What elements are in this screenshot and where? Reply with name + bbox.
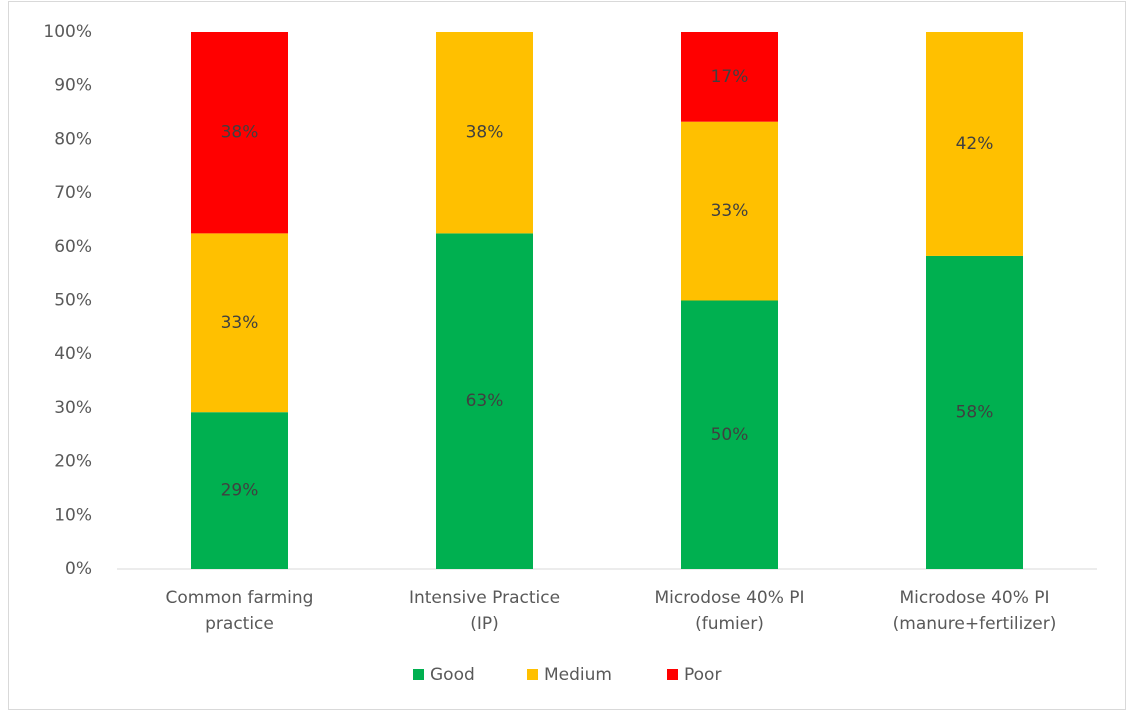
bar-segment (681, 32, 778, 122)
legend-swatch (413, 669, 424, 680)
y-tick-label: 50% (54, 291, 92, 311)
legend-swatch (667, 669, 678, 680)
y-tick-label: 90% (54, 76, 92, 96)
y-tick-label: 30% (54, 398, 92, 418)
bar-segment (191, 233, 288, 413)
legend-label: Medium (544, 665, 612, 685)
x-tick-line: (IP) (470, 614, 499, 634)
y-tick-label: 40% (54, 344, 92, 364)
x-tick-label: Common farming practice (166, 588, 314, 634)
x-tick-label: Microdose 40% PI (manure+fertilizer) (893, 588, 1057, 634)
bar-segment (681, 300, 778, 569)
data-label: 63% (466, 391, 504, 411)
x-tick-line: practice (205, 614, 274, 634)
data-label: 38% (466, 123, 504, 143)
y-tick-label: 80% (54, 129, 92, 149)
x-tick-line: Intensive Practice (409, 588, 560, 608)
y-tick-label: 70% (54, 183, 92, 203)
x-tick-line: (fumier) (695, 614, 764, 634)
x-tick-line: Microdose 40% PI (899, 588, 1049, 608)
data-label: 33% (711, 201, 749, 221)
data-label: 17% (711, 67, 749, 87)
legend-swatch (527, 669, 538, 680)
data-label: 50% (711, 425, 749, 445)
data-label: 42% (956, 134, 994, 154)
bar-segment (926, 32, 1023, 256)
bar-segment (191, 32, 288, 234)
legend-label: Good (430, 665, 475, 685)
y-tick-label: 10% (54, 505, 92, 525)
x-tick-label: Microdose 40% PI (fumier) (654, 588, 804, 634)
x-tick-label: Intensive Practice (IP) (409, 588, 560, 634)
legend-label: Poor (684, 665, 721, 685)
x-tick-line: Common farming (166, 588, 314, 608)
y-tick-label: 60% (54, 237, 92, 257)
data-label: 58% (956, 402, 994, 422)
data-label: 29% (221, 481, 259, 501)
bar-segment (926, 255, 1023, 569)
bar-segment (191, 412, 288, 569)
y-tick-label: 100% (43, 22, 92, 42)
data-label: 33% (221, 313, 259, 333)
x-tick-line: Microdose 40% PI (654, 588, 804, 608)
data-label: 38% (221, 123, 259, 143)
bar-segment (681, 121, 778, 301)
x-tick-line: (manure+fertilizer) (893, 614, 1057, 634)
y-tick-label: 0% (65, 559, 92, 579)
bar-segment (436, 233, 533, 569)
y-tick-label: 20% (54, 452, 92, 472)
bar-segment (436, 32, 533, 234)
